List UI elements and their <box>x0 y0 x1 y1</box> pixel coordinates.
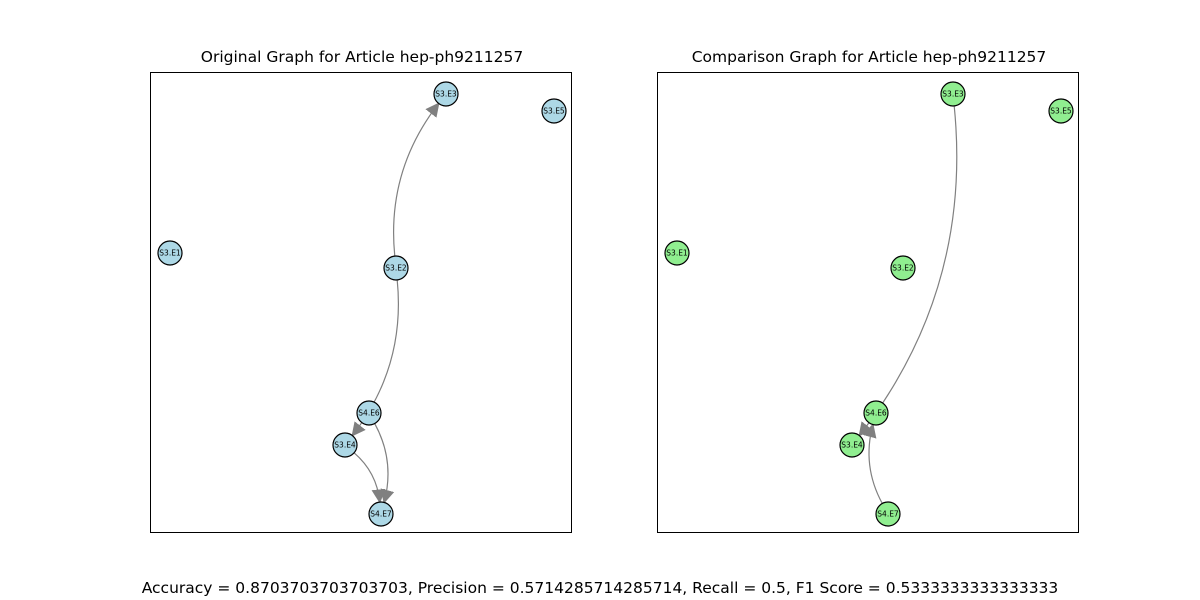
edge-s3-e4-to-s4-e7 <box>353 452 386 504</box>
original-graph-canvas: S3.E1 S3.E2 S3.E3 S3.E4 S3.E5 S4.E6 S4.E7 <box>157 81 567 527</box>
node-label: S4.E7 <box>877 510 899 519</box>
node-label: S3.E5 <box>1050 107 1072 116</box>
comparison-graph-panel: S3.E1 S3.E2 S3.E3 S3.E4 S3.E5 S4.E6 S4.E7 <box>657 72 1079 533</box>
node-circle <box>863 400 889 426</box>
node-label: S3.E3 <box>435 90 457 99</box>
node-circle <box>839 432 865 458</box>
node-label: S4.E6 <box>358 409 380 418</box>
node-s3-e4: S3.E4 <box>839 432 865 458</box>
node-circle <box>356 400 382 426</box>
node-s4-e6: S4.E6 <box>356 400 382 426</box>
node-circle <box>157 240 183 266</box>
node-s4-e6: S4.E6 <box>863 400 889 426</box>
node-label: S3.E2 <box>892 264 914 273</box>
original-graph-panel: S3.E1 S3.E2 S3.E3 S3.E4 S3.E5 S4.E6 S4.E7 <box>150 72 572 533</box>
edge-s3-e2-to-s3-e3 <box>392 102 440 257</box>
comparison-graph-canvas: S3.E1 S3.E2 S3.E3 S3.E4 S3.E5 S4.E6 S4.E7 <box>664 81 1074 527</box>
node-s3-e4: S3.E4 <box>332 432 358 458</box>
node-s3-e2: S3.E2 <box>890 255 916 281</box>
node-circle <box>890 255 916 281</box>
metrics-summary: Accuracy = 0.8703703703703703, Precision… <box>141 579 1059 597</box>
node-s3-e3: S3.E3 <box>940 81 966 107</box>
node-s3-e3: S3.E3 <box>433 81 459 107</box>
node-label: S3.E5 <box>543 107 565 116</box>
node-label: S4.E7 <box>370 510 392 519</box>
edge-s4-e7-to-s4-e6 <box>862 423 883 504</box>
node-s3-e5: S3.E5 <box>1048 98 1074 124</box>
original-graph-title: Original Graph for Article hep-ph9211257 <box>200 48 524 66</box>
node-circle <box>1048 98 1074 124</box>
node-label: S4.E6 <box>865 409 887 418</box>
node-circle <box>875 501 901 527</box>
node-circle <box>541 98 567 124</box>
node-circle <box>433 81 459 107</box>
edge-s4-e6-to-s4-e7 <box>374 423 395 504</box>
node-s4-e7: S4.E7 <box>875 501 901 527</box>
node-s4-e7: S4.E7 <box>368 501 394 527</box>
node-s3-e2: S3.E2 <box>383 255 409 281</box>
node-label: S3.E1 <box>159 249 181 258</box>
node-circle <box>664 240 690 266</box>
node-label: S3.E2 <box>385 264 407 273</box>
comparison-graph-title: Comparison Graph for Article hep-ph92112… <box>691 48 1047 66</box>
node-label: S3.E4 <box>334 441 356 450</box>
node-circle <box>383 255 409 281</box>
node-label: S3.E3 <box>942 90 964 99</box>
node-label: S3.E1 <box>666 249 688 258</box>
edge-s3-e3-to-s3-e4 <box>858 105 958 437</box>
node-circle <box>368 501 394 527</box>
node-s3-e1: S3.E1 <box>664 240 690 266</box>
node-label: S3.E4 <box>841 441 863 450</box>
node-s3-e5: S3.E5 <box>541 98 567 124</box>
node-circle <box>332 432 358 458</box>
node-circle <box>940 81 966 107</box>
node-s3-e1: S3.E1 <box>157 240 183 266</box>
